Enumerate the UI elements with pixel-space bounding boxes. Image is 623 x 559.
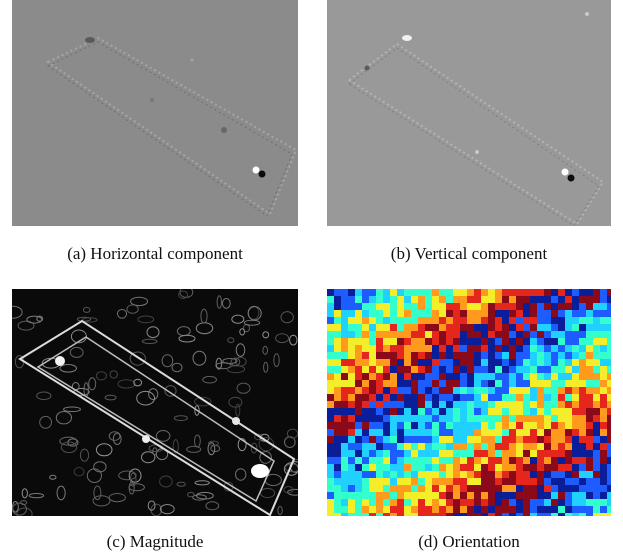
magnitude-image xyxy=(12,289,298,516)
vertical-component-image xyxy=(327,0,611,226)
caption-horizontal-component: (a) Horizontal component xyxy=(67,244,243,263)
horizontal-component-image xyxy=(12,0,298,226)
caption-orientation: (d) Orientation xyxy=(418,532,520,551)
orientation-image xyxy=(327,289,611,516)
caption-vertical-component: (b) Vertical component xyxy=(390,244,548,263)
caption-magnitude: (c) Magnitude xyxy=(106,532,204,551)
